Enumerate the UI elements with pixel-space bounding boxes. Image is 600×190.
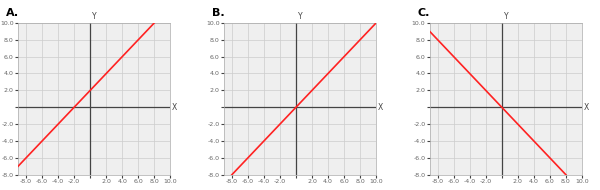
Text: X: X (172, 103, 177, 112)
Text: B.: B. (212, 8, 224, 18)
Text: Y: Y (503, 12, 508, 21)
Text: Y: Y (92, 12, 97, 21)
Text: X: X (584, 103, 589, 112)
Text: Y: Y (298, 12, 302, 21)
Text: X: X (378, 103, 383, 112)
Text: A.: A. (6, 8, 19, 18)
Text: C.: C. (418, 8, 430, 18)
